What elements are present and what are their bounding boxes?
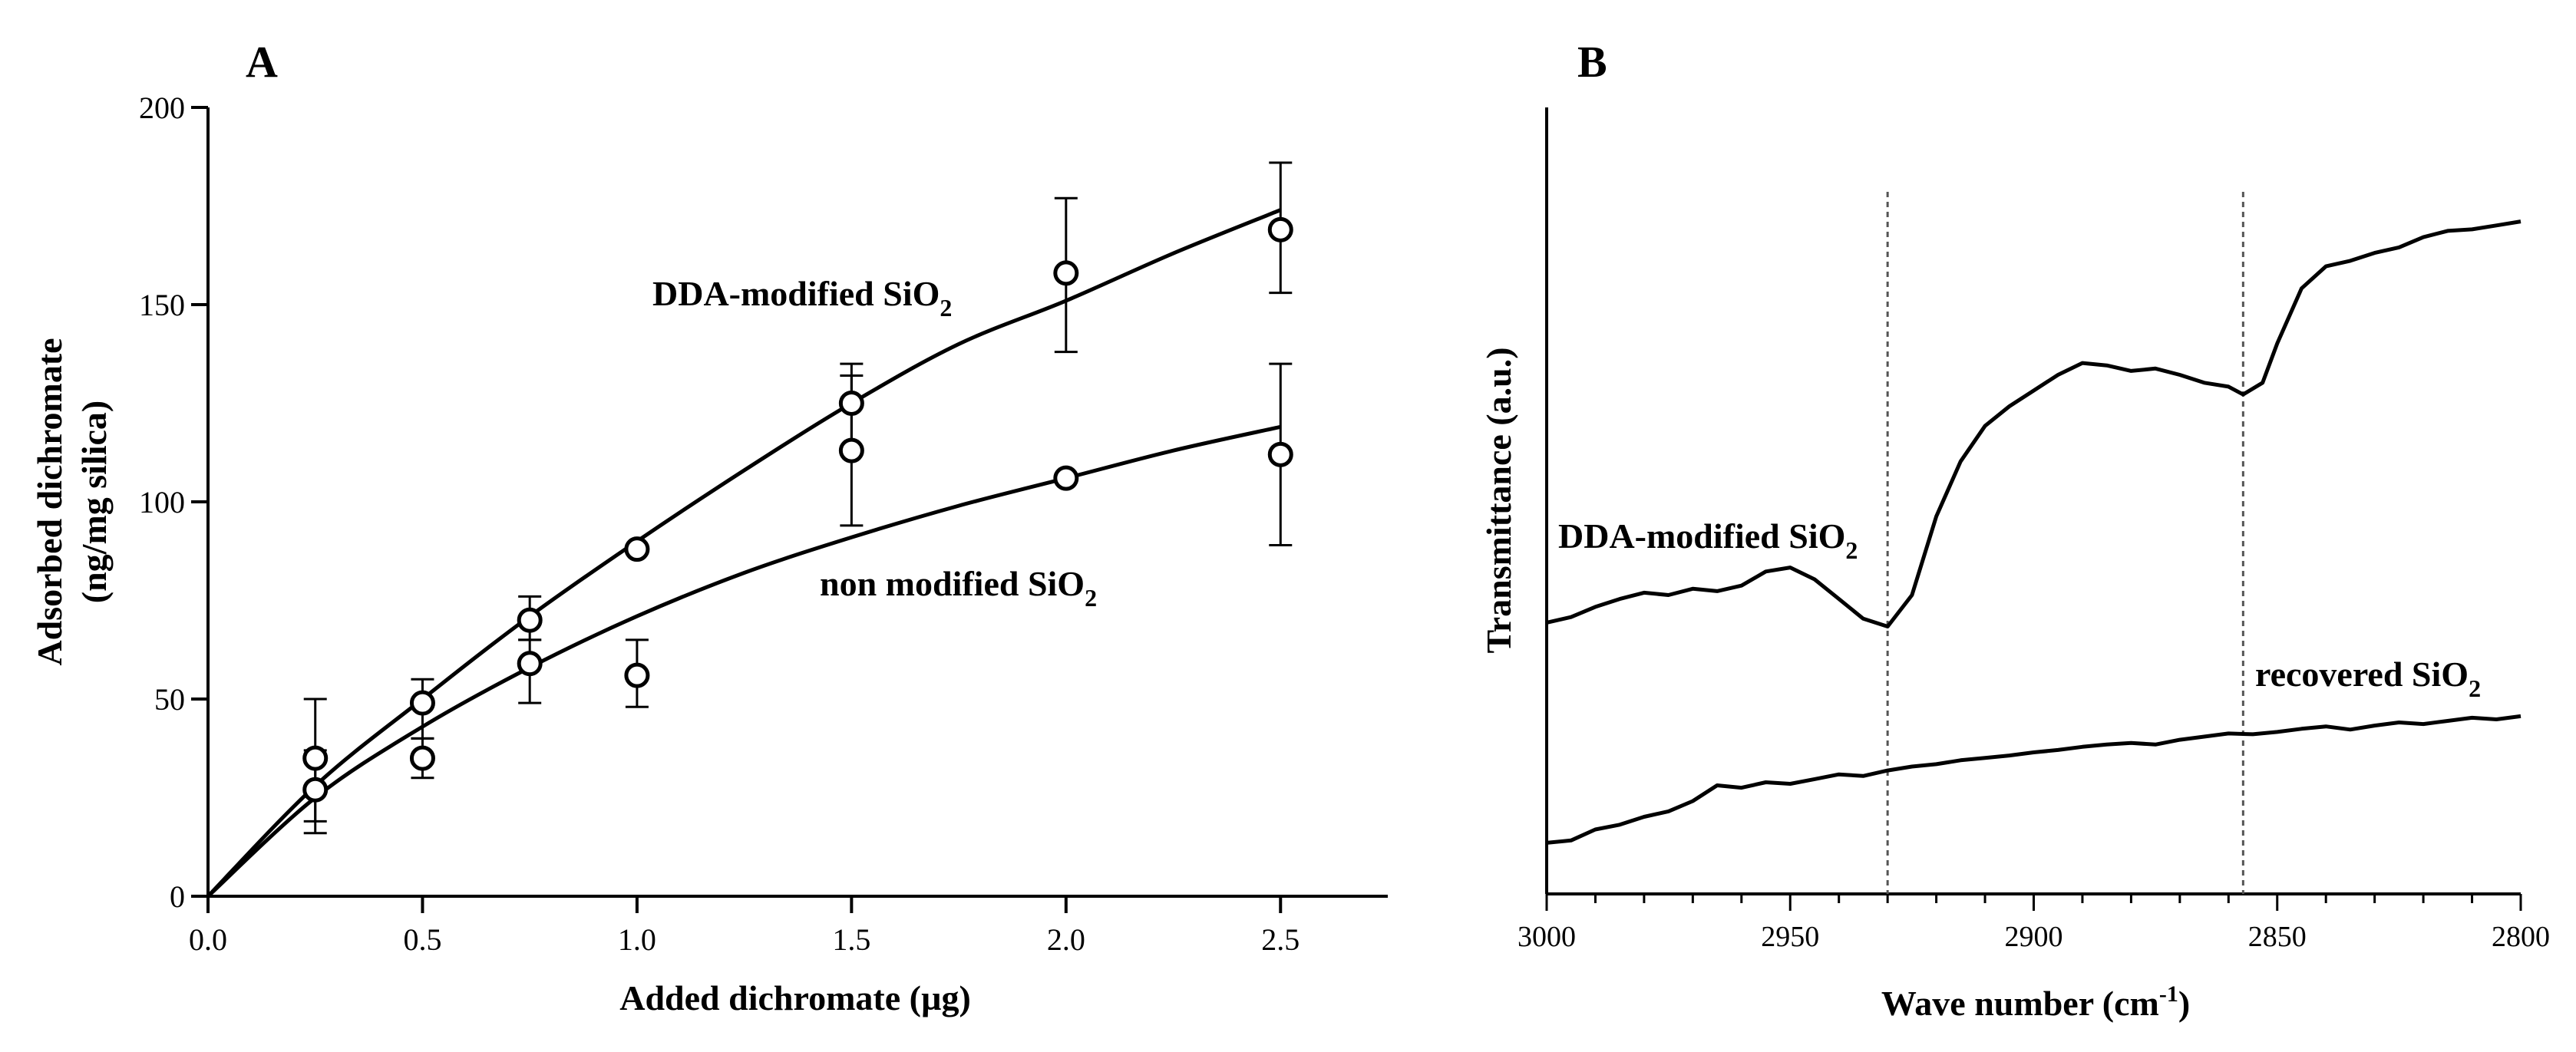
x-tick-label: 0.5	[403, 922, 441, 957]
x-tick-label: 2800	[2492, 921, 2550, 953]
panel-a-x-ticks	[206, 896, 1283, 913]
x-tick-label: 1.0	[618, 922, 656, 957]
panel-a: A 0 50 100 150 200 0.0 0.5 1.0 1.5 2.0 2.5 DDA-mo…	[30, 37, 1388, 1017]
fit-curve-series-1	[206, 424, 1281, 898]
x-tick-label: 2900	[2005, 921, 2063, 953]
panel-b-guide-lines	[1886, 192, 2244, 894]
data-point-series-0	[838, 391, 864, 416]
y-tick-label: 150	[139, 288, 185, 322]
spectrum-series-1	[1546, 714, 2522, 845]
data-point-series-1	[302, 777, 329, 803]
data-point-series-1	[1267, 441, 1293, 467]
panel-a-y-tick-labels: 0 50 100 150 200	[139, 91, 185, 914]
panel-b-spectra	[1546, 219, 2522, 845]
data-point-series-0	[1267, 216, 1293, 242]
y-tick-label: 50	[154, 682, 185, 717]
panel-a-y-label-line2: (ng/mg silica)	[74, 401, 114, 603]
series-label-non-modified: non modified SiO2	[820, 564, 1097, 612]
data-point-series-1	[838, 437, 864, 463]
panel-b: B 3000 2950 2900 2850 2800 DDA-modified SiO2…	[1479, 37, 2550, 1023]
data-point-series-0	[624, 536, 650, 562]
x-tick-label: 0.0	[189, 922, 227, 957]
y-tick-label: 100	[139, 485, 185, 519]
data-point-series-0	[517, 607, 543, 633]
panel-a-y-label-line1: Adsorbed dichromate	[30, 338, 69, 665]
panel-a-x-tick-labels: 0.0 0.5 1.0 1.5 2.0 2.5	[189, 922, 1300, 957]
y-tick-label: 0	[170, 879, 185, 914]
panel-b-label: B	[1577, 37, 1607, 87]
y-tick-label: 200	[139, 91, 185, 125]
data-point-series-1	[517, 651, 543, 677]
data-point-series-0	[1053, 260, 1079, 286]
series-label-dda-modified-spectrum: DDA-modified SiO2	[1558, 516, 1858, 564]
panel-a-error-bars	[303, 161, 1293, 835]
spectrum-series-0	[1546, 219, 2522, 628]
x-tick-label: 3000	[1518, 921, 1576, 953]
x-tick-label: 2.5	[1261, 922, 1300, 957]
panel-a-y-ticks	[191, 106, 208, 898]
data-point-series-0	[302, 745, 329, 771]
panel-b-x-ticks	[1545, 894, 2522, 911]
series-label-recovered: recovered SiO2	[2255, 655, 2481, 702]
panel-a-fit-curves	[206, 208, 1282, 898]
data-point-series-1	[409, 745, 435, 771]
panel-a-data-points	[302, 216, 1293, 803]
x-tick-label: 2.0	[1047, 922, 1085, 957]
data-point-series-1	[624, 662, 650, 688]
panel-b-x-label: Wave number (cm-1)	[1881, 981, 2190, 1023]
panel-a-x-label: Added dichromate (µg)	[619, 978, 971, 1017]
panel-b-x-tick-labels: 3000 2950 2900 2850 2800	[1518, 921, 2550, 953]
data-point-series-0	[409, 690, 435, 716]
panel-b-y-label: Transmittance (a.u.)	[1479, 347, 1518, 653]
x-tick-label: 2850	[2248, 921, 2307, 953]
fit-curve-series-0	[206, 208, 1282, 898]
panel-a-label: A	[246, 37, 278, 87]
panel-a-y-label: Adsorbed dichromate (ng/mg silica)	[30, 338, 114, 665]
x-tick-label: 1.5	[832, 922, 870, 957]
data-point-series-1	[1053, 465, 1079, 491]
series-label-dda-modified: DDA-modified SiO2	[652, 274, 952, 322]
x-tick-label: 2950	[1761, 921, 1819, 953]
